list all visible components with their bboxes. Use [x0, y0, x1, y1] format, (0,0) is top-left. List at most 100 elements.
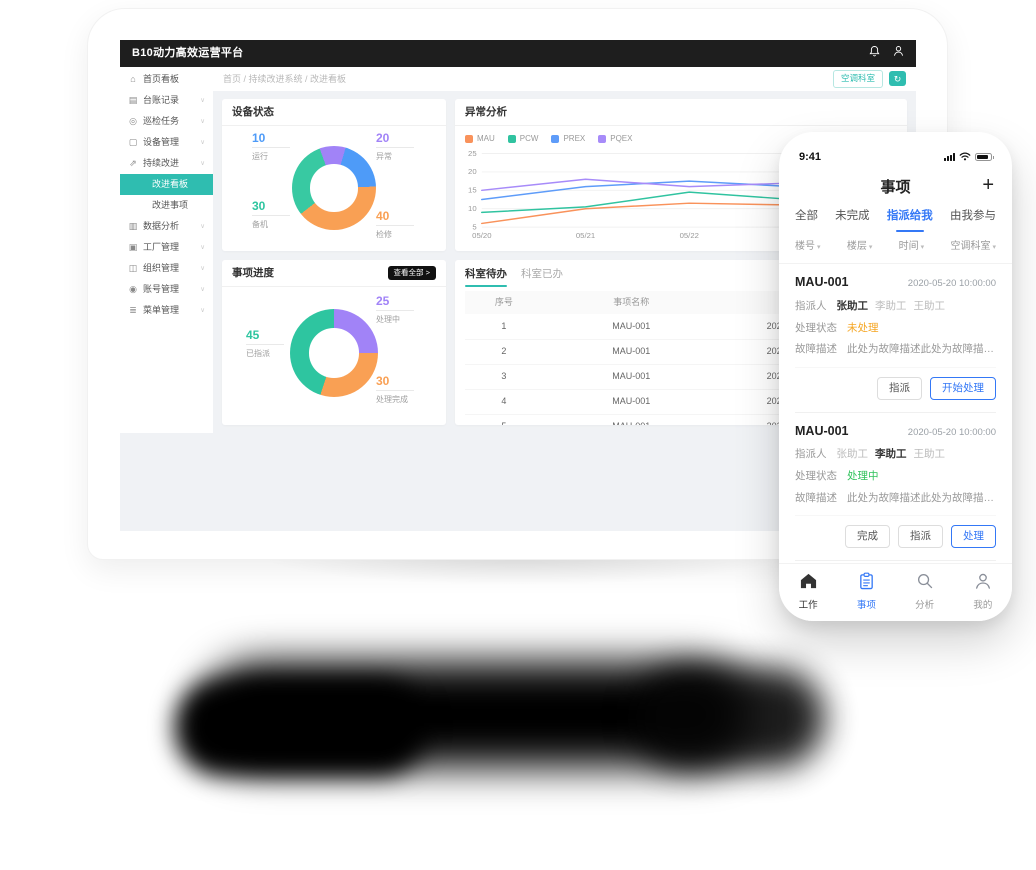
- assign-button[interactable]: 指派: [877, 377, 922, 400]
- task-actions: 完成 指派 处理: [795, 515, 996, 548]
- card-header: 事项进度 查看全部 >: [222, 260, 446, 287]
- tab-assigned-to-me[interactable]: 指派给我: [887, 208, 933, 232]
- trend-icon: ⇗: [129, 158, 137, 169]
- description-row: 故障描述 此处为故障描述此处为故障描述此处为故...: [795, 491, 996, 504]
- nav-analysis[interactable]: 分析: [903, 572, 947, 621]
- task-id: MAU-001: [795, 275, 849, 290]
- task-actions: 指派 开始处理: [795, 367, 996, 400]
- svg-text:5: 5: [472, 223, 476, 231]
- dashboard-header: B10动力高效运营平台: [120, 40, 916, 67]
- donut-label: 45 已指派: [246, 329, 304, 359]
- sidebar-item-home[interactable]: ⌂ 首页看板: [120, 69, 213, 90]
- sidebar-item-factory[interactable]: ▣ 工厂管理 ∨: [128, 242, 205, 253]
- home-icon: ⌂: [130, 74, 136, 85]
- department-filter-button[interactable]: 空调科室: [832, 70, 883, 88]
- status-time: 9:41: [799, 150, 822, 163]
- filter-hvac-dept[interactable]: 空调科室 ▾: [950, 241, 996, 253]
- battery-icon: [975, 153, 994, 162]
- refresh-button[interactable]: ↻: [889, 71, 906, 87]
- task-card: MAU-001 2020-05-20 10:00:00 指派人 张助工 李助工 …: [795, 413, 996, 561]
- assignee-row: 指派人 张助工 李助工 王助工: [795, 299, 945, 312]
- sidebar-item-menu[interactable]: ≣ 菜单管理 ∨: [129, 305, 205, 316]
- assign-button[interactable]: 指派: [898, 525, 943, 548]
- assignee-name: 李助工: [875, 448, 907, 461]
- item-progress-chart: 25 处理中 45 已指派 30 处理完成: [222, 287, 446, 424]
- bell-icon[interactable]: [869, 42, 880, 64]
- item-progress-card: 事项进度 查看全部 > 25 处理中 45 已指派 30 处理完成: [222, 260, 446, 425]
- floor-shadow-right: [635, 668, 825, 768]
- chart-icon: ▥: [128, 221, 138, 232]
- nav-items[interactable]: 事项: [844, 572, 888, 621]
- tab-incomplete[interactable]: 未完成: [835, 210, 870, 223]
- floor-shadow-dark: [175, 680, 425, 775]
- svg-text:20: 20: [468, 168, 477, 176]
- tab-participated[interactable]: 由我参与: [949, 210, 996, 223]
- device-status-card: 设备状态 10 运行 20 异常 30 备机 40 检修: [222, 99, 446, 251]
- factory-icon: ▣: [128, 242, 138, 253]
- status-row: 处理状态 未处理: [795, 321, 879, 334]
- nav-work[interactable]: 工作: [786, 572, 830, 621]
- chevron-down-icon: ∨: [200, 159, 205, 167]
- tab-dept-todo[interactable]: 科室待办: [465, 267, 507, 287]
- filter-time[interactable]: 时间 ▾: [898, 241, 925, 253]
- caret-down-icon: ▾: [817, 244, 821, 252]
- sidebar-item-data-analysis[interactable]: ▥ 数据分析 ∨: [128, 221, 205, 232]
- filter-floor[interactable]: 楼层 ▾: [846, 241, 873, 253]
- legend-swatch: [598, 134, 607, 143]
- inspection-icon: ◎: [129, 116, 137, 127]
- column-header: 序号: [465, 291, 543, 314]
- chevron-down-icon: ∨: [200, 117, 205, 125]
- sidebar-item-improvement[interactable]: ⇗ 持续改进 ∨: [129, 158, 205, 169]
- tab-dept-done[interactable]: 科室已办: [521, 268, 563, 281]
- legend-item: MAU: [465, 133, 495, 144]
- legend-swatch: [507, 134, 516, 143]
- nav-profile[interactable]: 我的: [961, 572, 1005, 621]
- status-icons: [944, 146, 994, 168]
- tab-all[interactable]: 全部: [795, 210, 818, 223]
- status-badge: 未处理: [847, 321, 879, 334]
- status-row: 处理状态 处理中: [795, 469, 879, 482]
- caret-down-icon: ▾: [868, 244, 873, 252]
- task-time: 2020-05-20 10:00:00: [907, 426, 996, 438]
- device-status-chart: 10 运行 20 异常 30 备机 40 检修: [222, 126, 446, 250]
- task-id: MAU-001: [795, 423, 849, 438]
- assignee-name: 张助工: [836, 448, 869, 461]
- sidebar-item-equipment[interactable]: ▢ 设备管理 ∨: [128, 137, 205, 148]
- sidebar-item-account[interactable]: ◉ 账号管理 ∨: [129, 284, 205, 295]
- sidebar-item-organization[interactable]: ◫ 组织管理 ∨: [128, 263, 205, 274]
- user-icon[interactable]: [893, 42, 904, 64]
- breadcrumb-bar: 首页 / 持续改进系统 / 改进看板 空调科室 ↻: [213, 67, 916, 91]
- add-button[interactable]: +: [982, 174, 994, 197]
- page-title: 事项: [880, 178, 911, 196]
- clipboard-icon: [858, 572, 875, 597]
- view-all-button[interactable]: 查看全部 >: [387, 265, 436, 281]
- breadcrumb[interactable]: 首页 / 持续改进系统 / 改进看板: [223, 73, 347, 84]
- laptop-under-shadow: [150, 556, 890, 626]
- item-progress-donut: [290, 309, 378, 397]
- svg-text:25: 25: [468, 149, 477, 157]
- app-title: B10动力高效运营平台: [132, 46, 244, 59]
- assignee-row: 指派人 张助工 李助工 王助工: [795, 448, 945, 461]
- complete-button[interactable]: 完成: [845, 525, 890, 548]
- process-button[interactable]: 处理: [951, 525, 996, 548]
- svg-text:05/21: 05/21: [576, 232, 595, 240]
- sidebar-subitem-improve-board[interactable]: 改进看板: [120, 174, 213, 195]
- sidebar-item-inspection[interactable]: ◎ 巡检任务 ∨: [129, 116, 205, 127]
- caret-down-icon: ▾: [992, 244, 996, 252]
- chevron-down-icon: ∨: [200, 222, 205, 230]
- chevron-down-icon: ∨: [200, 138, 205, 146]
- task-card-header: MAU-001 2020-05-20 10:00:00: [795, 423, 996, 441]
- sidebar-subitem-improve-items[interactable]: 改进事项: [152, 200, 189, 211]
- assignee-name: 李助工: [875, 299, 907, 312]
- sidebar-item-ledger[interactable]: ▤ 台账记录 ∨: [128, 95, 205, 106]
- status-badge: 处理中: [847, 469, 879, 482]
- start-processing-button[interactable]: 开始处理: [930, 377, 996, 400]
- chevron-down-icon: ∨: [200, 285, 205, 293]
- filter-building[interactable]: 楼号 ▾: [795, 241, 821, 253]
- legend-item: PQEX: [598, 133, 632, 144]
- donut-label: 30 处理完成: [376, 375, 434, 405]
- caret-down-icon: ▾: [920, 244, 925, 252]
- phone-header: 事项 +: [779, 170, 1012, 204]
- chevron-down-icon: ∨: [200, 306, 205, 314]
- svg-text:10: 10: [468, 205, 477, 213]
